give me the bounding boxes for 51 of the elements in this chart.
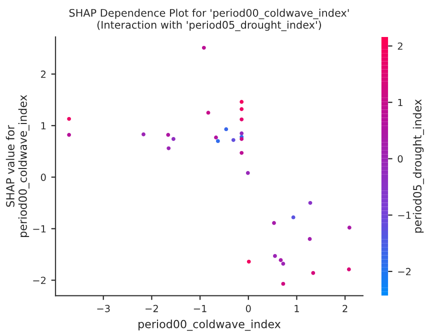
point <box>240 100 244 104</box>
point <box>346 267 351 272</box>
chart-title: SHAP Dependence Plot for 'period00_coldwave_index' (Interaction with 'period05_drought_index') <box>69 8 349 32</box>
point <box>311 271 316 275</box>
point <box>142 132 146 136</box>
y-tick-label: −1 <box>33 225 46 232</box>
color-bar-label: −1 <box>398 212 411 219</box>
x-tick-label: −3 <box>97 304 110 312</box>
color-bar-title: period05_drought_index <box>412 99 424 233</box>
y-tick-label: 2 <box>41 70 46 78</box>
point <box>214 135 218 140</box>
point <box>246 171 250 175</box>
point <box>240 107 244 112</box>
point <box>206 110 210 115</box>
color-bar-label: 2 <box>398 42 402 50</box>
point <box>216 139 220 144</box>
y-tick-label: −2 <box>33 276 46 284</box>
point <box>240 131 244 136</box>
point <box>281 282 286 286</box>
point <box>240 117 244 122</box>
point <box>278 258 283 262</box>
point <box>240 150 244 155</box>
y-axis-title: SHAP value for period00_coldwave_index <box>6 94 30 238</box>
y-tick-label: 0 <box>40 174 46 181</box>
point <box>240 137 244 141</box>
point <box>166 132 170 137</box>
point <box>308 237 312 241</box>
point <box>291 215 296 220</box>
x-tick-label: −2 <box>146 304 158 312</box>
point <box>281 262 286 266</box>
point <box>224 127 228 132</box>
x-axis-title: period00_coldwave_index <box>138 320 281 331</box>
point <box>166 146 171 150</box>
color-bar-label: 1 <box>398 98 402 106</box>
x-tick-label: −1 <box>194 305 206 312</box>
point <box>231 138 236 142</box>
point <box>171 137 176 141</box>
point <box>347 226 352 230</box>
point <box>308 200 312 205</box>
point <box>67 132 72 137</box>
x-tick-label: 2 <box>342 304 348 312</box>
point <box>272 221 276 225</box>
point <box>246 260 251 264</box>
y-tick-label: 1 <box>41 122 46 130</box>
color-bar-label: −2 <box>398 268 411 276</box>
point <box>67 116 72 121</box>
point <box>273 254 277 258</box>
point <box>202 46 206 50</box>
color-bar-label: 0 <box>398 155 403 163</box>
x-tick-label: 1 <box>294 305 299 312</box>
x-tick-label: 0 <box>246 304 251 312</box>
